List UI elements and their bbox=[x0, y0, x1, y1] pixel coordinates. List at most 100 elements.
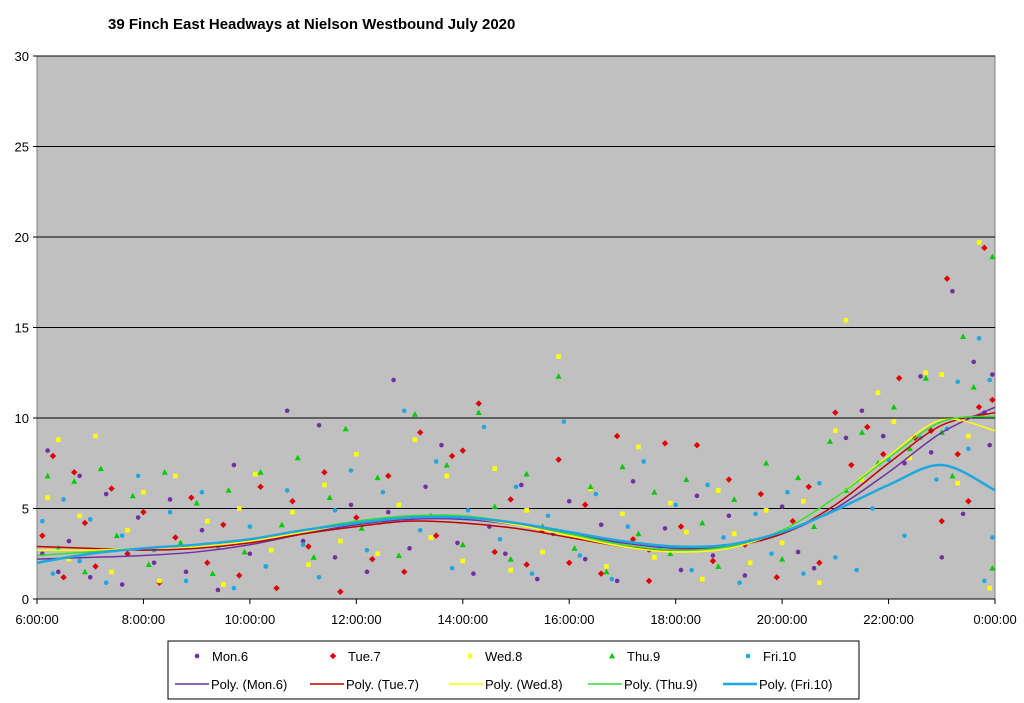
point-fri-10 bbox=[247, 524, 253, 529]
point-tue-7 bbox=[39, 532, 46, 539]
point-fri-10 bbox=[513, 484, 519, 490]
y-tick-label: 30 bbox=[15, 49, 29, 64]
legend-label: Poly. (Thu.9) bbox=[624, 677, 697, 692]
point-thu-9 bbox=[603, 568, 610, 575]
point-wed-8 bbox=[173, 473, 178, 479]
point-tue-7 bbox=[124, 550, 131, 557]
point-wed-8 bbox=[715, 488, 721, 493]
trendlines bbox=[36, 406, 996, 565]
point-fri-10 bbox=[348, 468, 354, 473]
point-thu-9 bbox=[949, 472, 956, 479]
point-fri-10 bbox=[854, 567, 859, 573]
point-fri-10 bbox=[199, 489, 205, 495]
point-thu-9 bbox=[970, 384, 977, 390]
point-thu-9 bbox=[922, 374, 929, 381]
point-thu-9 bbox=[193, 499, 200, 506]
point-mon-6 bbox=[471, 571, 476, 576]
x-tick-label: 14:00:00 bbox=[437, 612, 488, 627]
legend-marker-0 bbox=[194, 653, 200, 659]
point-fri-10 bbox=[902, 533, 907, 538]
point-thu-9 bbox=[326, 494, 333, 501]
point-fri-10 bbox=[380, 489, 386, 495]
point-tue-7 bbox=[832, 409, 839, 416]
point-mon-6 bbox=[859, 408, 865, 414]
point-wed-8 bbox=[604, 564, 609, 569]
point-fri-10 bbox=[561, 419, 567, 424]
point-thu-9 bbox=[294, 454, 301, 461]
point-tue-7 bbox=[369, 555, 376, 563]
point-wed-8 bbox=[492, 466, 498, 471]
legend-label: Mon.6 bbox=[212, 649, 248, 664]
legend-label: Thu.9 bbox=[627, 649, 660, 664]
point-mon-6 bbox=[215, 587, 221, 593]
point-tue-7 bbox=[273, 584, 280, 592]
point-wed-8 bbox=[833, 428, 838, 433]
point-thu-9 bbox=[342, 425, 349, 432]
legend-label: Poly. (Mon.6) bbox=[211, 677, 287, 692]
point-mon-6 bbox=[45, 448, 50, 453]
point-wed-8 bbox=[236, 506, 242, 511]
point-tue-7 bbox=[172, 534, 179, 541]
point-mon-6 bbox=[582, 556, 588, 562]
legend-marker-3 bbox=[609, 652, 615, 659]
point-mon-6 bbox=[87, 574, 93, 580]
point-mon-6 bbox=[939, 555, 945, 560]
point-wed-8 bbox=[93, 433, 98, 439]
point-fri-10 bbox=[284, 488, 290, 493]
point-fri-10 bbox=[817, 480, 822, 486]
point-tue-7 bbox=[417, 429, 424, 436]
y-axis: 0 5 10 15 20 25 30 bbox=[15, 49, 37, 607]
point-wed-8 bbox=[252, 471, 258, 477]
point-tue-7 bbox=[448, 452, 456, 460]
point-tue-7 bbox=[81, 519, 89, 527]
point-fri-10 bbox=[801, 571, 806, 576]
point-mon-6 bbox=[199, 527, 205, 533]
point-wed-8 bbox=[322, 482, 327, 488]
point-mon-6 bbox=[316, 422, 322, 428]
point-tue-7 bbox=[864, 423, 871, 431]
point-wed-8 bbox=[747, 560, 753, 566]
point-wed-8 bbox=[939, 372, 945, 377]
point-wed-8 bbox=[556, 354, 561, 359]
point-wed-8 bbox=[636, 444, 641, 450]
point-thu-9 bbox=[177, 539, 184, 546]
point-thu-9 bbox=[989, 565, 996, 571]
x-tick-label: 0:00:00 bbox=[973, 612, 1016, 627]
point-tue-7 bbox=[597, 570, 605, 577]
point-tue-7 bbox=[289, 498, 296, 505]
trendline-poly-tue-7 bbox=[36, 411, 996, 551]
point-thu-9 bbox=[225, 487, 232, 493]
point-wed-8 bbox=[444, 473, 450, 479]
point-fri-10 bbox=[40, 518, 45, 524]
point-thu-9 bbox=[278, 521, 285, 528]
y-tick-label: 0 bbox=[22, 592, 29, 607]
point-fri-10 bbox=[593, 491, 599, 497]
point-wed-8 bbox=[817, 580, 822, 586]
point-wed-8 bbox=[508, 567, 513, 573]
point-mon-6 bbox=[119, 582, 125, 587]
point-mon-6 bbox=[103, 491, 109, 497]
point-thu-9 bbox=[571, 545, 578, 551]
point-fri-10 bbox=[231, 585, 237, 591]
point-tue-7 bbox=[938, 517, 945, 525]
point-mon-6 bbox=[423, 484, 428, 490]
point-tue-7 bbox=[566, 559, 573, 566]
point-fri-10 bbox=[77, 558, 82, 564]
point-tue-7 bbox=[71, 469, 78, 476]
point-thu-9 bbox=[71, 478, 78, 484]
point-tue-7 bbox=[401, 568, 408, 576]
point-tue-7 bbox=[981, 244, 988, 252]
point-thu-9 bbox=[779, 555, 786, 562]
point-fri-10 bbox=[785, 489, 790, 495]
point-mon-6 bbox=[231, 462, 237, 468]
point-thu-9 bbox=[459, 541, 466, 548]
x-tick-label: 20:00:00 bbox=[757, 612, 808, 627]
point-tue-7 bbox=[188, 494, 195, 501]
legend-label: Fri.10 bbox=[763, 649, 796, 664]
point-mon-6 bbox=[902, 460, 907, 466]
point-tue-7 bbox=[725, 476, 733, 483]
point-tue-7 bbox=[880, 451, 887, 458]
point-thu-9 bbox=[795, 474, 802, 481]
point-wed-8 bbox=[55, 437, 61, 443]
point-tue-7 bbox=[896, 374, 903, 382]
